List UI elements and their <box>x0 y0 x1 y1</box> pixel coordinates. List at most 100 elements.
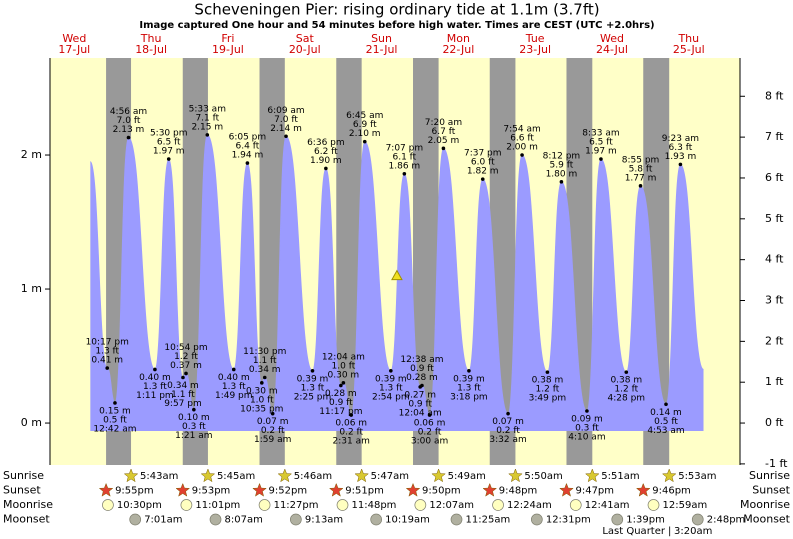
sun-set-icon <box>328 482 344 497</box>
moon-set-icon <box>129 513 142 526</box>
row-time: 12:07am <box>429 500 474 511</box>
moon-set-icon <box>209 513 222 526</box>
tide-ft: 1.3 ft <box>95 347 119 357</box>
tide-ft: 1.2 ft <box>536 385 560 395</box>
row-time: 9:47pm <box>575 486 614 497</box>
sun-set-icon <box>175 482 191 497</box>
row-label: Moonset <box>3 513 50 526</box>
tide-ft: 0.3 ft <box>182 422 206 432</box>
day-date: 19-Jul <box>212 43 244 56</box>
moon-set-icon <box>450 513 463 526</box>
moon-rise-icon <box>569 499 582 511</box>
tide-extreme <box>310 368 315 373</box>
tide-time: 1:59 am <box>254 435 291 445</box>
moon-rise-icon <box>180 499 193 511</box>
tide-m: 1.93 m <box>665 152 697 162</box>
tide-time: 6:09 am <box>267 106 304 116</box>
tide-m: 0.28 m <box>406 373 438 383</box>
y2-tick-label: 1 ft <box>765 375 784 388</box>
tide-extreme <box>341 381 346 385</box>
row-time: 5:50am <box>524 471 562 482</box>
tide-m: 0.41 m <box>91 356 123 366</box>
moon-rise-icon <box>258 499 271 511</box>
tide-extreme <box>260 381 264 385</box>
tide-time: 11:30 pm <box>243 347 286 357</box>
tide-ft: 6.0 ft <box>471 158 495 168</box>
tide-extreme <box>664 402 668 407</box>
tide-m: 0.27 m <box>404 390 436 400</box>
tide-time: 2:31 am <box>333 437 370 447</box>
y-tick-label: 0 m <box>21 416 42 429</box>
tide-time: 12:04 am <box>399 408 442 418</box>
tide-m: 0.39 m <box>375 374 407 384</box>
row-time: 9:50pm <box>422 486 461 497</box>
day-date: 20-Jul <box>289 43 321 56</box>
day-date: 25-Jul <box>673 43 705 56</box>
tide-m: 1.80 m <box>546 169 578 179</box>
row-time: 5:45am <box>217 471 255 482</box>
tide-m: 1.82 m <box>467 167 499 177</box>
y2-tick-label: 3 ft <box>765 294 784 307</box>
tide-m: 0.06 m <box>414 419 446 429</box>
tide-extreme <box>389 368 393 373</box>
tide-time: 1:49 pm <box>215 391 253 401</box>
y2-tick-label: 2 ft <box>765 334 784 347</box>
tide-ft: 7.1 ft <box>195 113 219 123</box>
tide-ft: 0.3 ft <box>575 423 599 433</box>
tide-m: 2.13 m <box>113 125 145 135</box>
tide-extreme <box>192 407 196 412</box>
day-name: Wed <box>600 32 624 45</box>
moon-rise-icon <box>336 499 349 511</box>
tide-extreme <box>545 370 550 374</box>
tide-time: 7:54 am <box>503 125 540 135</box>
sun-rise-icon <box>200 468 216 483</box>
tide-m: 1.77 m <box>625 173 657 183</box>
tide-extreme <box>678 162 683 167</box>
day-name: Wed <box>62 32 86 45</box>
sun-rise-icon <box>123 468 139 483</box>
sun-rise-icon <box>277 468 293 483</box>
y2-tick-label: 7 ft <box>765 130 784 143</box>
tide-extreme <box>270 411 275 416</box>
moon-phase-time: 3:20am <box>674 526 712 537</box>
chart-subtitle: Image captured One hour and 54 minutes b… <box>139 20 654 31</box>
tide-ft: 6.5 ft <box>589 138 613 148</box>
tide-ft: 0.9 ft <box>329 398 353 408</box>
tide-time: 11:17 pm <box>319 407 362 417</box>
tide-time: 8:55 pm <box>622 155 660 165</box>
tide-ft: 6.9 ft <box>353 120 377 130</box>
tide-extreme <box>480 177 485 181</box>
tide-time: 10:54 pm <box>164 343 207 353</box>
y2-tick-label: 5 ft <box>765 212 784 225</box>
tide-extreme <box>585 409 589 413</box>
tide-extreme <box>441 146 446 151</box>
tide-time: 6:45 am <box>346 111 383 121</box>
row-time: 5:46am <box>294 471 332 482</box>
tide-ft: 1.1 ft <box>171 390 195 400</box>
moon-set-icon <box>370 513 383 526</box>
row-label: Sunset <box>3 484 41 497</box>
tide-time: 12:42 am <box>93 424 136 434</box>
tide-extreme <box>339 383 343 388</box>
tide-m: 0.34 m <box>167 381 199 391</box>
tide-time: 4:53 am <box>647 426 684 436</box>
tide-extreme <box>245 161 250 165</box>
moon-phase-name: Last Quarter <box>602 526 666 537</box>
tide-time: 7:07 pm <box>386 143 424 153</box>
row-label: Sunset <box>752 484 790 497</box>
tide-time: 2:25 pm <box>294 392 332 402</box>
row-time: 9:48pm <box>499 486 538 497</box>
tide-extreme <box>166 157 171 161</box>
tide-m: 0.15 m <box>99 406 131 416</box>
tide-extreme <box>113 401 117 405</box>
tide-ft: 1.3 ft <box>379 383 403 393</box>
tide-time: 4:28 pm <box>608 394 646 404</box>
tide-m: 0.30 m <box>328 370 360 380</box>
day-date: 18-Jul <box>135 43 167 56</box>
tide-m: 0.07 m <box>492 417 524 427</box>
day-name: Tue <box>525 32 545 45</box>
moon-set-icon <box>290 513 302 526</box>
tide-time: 3:49 pm <box>529 394 567 404</box>
tide-extreme <box>349 413 354 417</box>
tide-time: 3:18 pm <box>450 392 488 402</box>
